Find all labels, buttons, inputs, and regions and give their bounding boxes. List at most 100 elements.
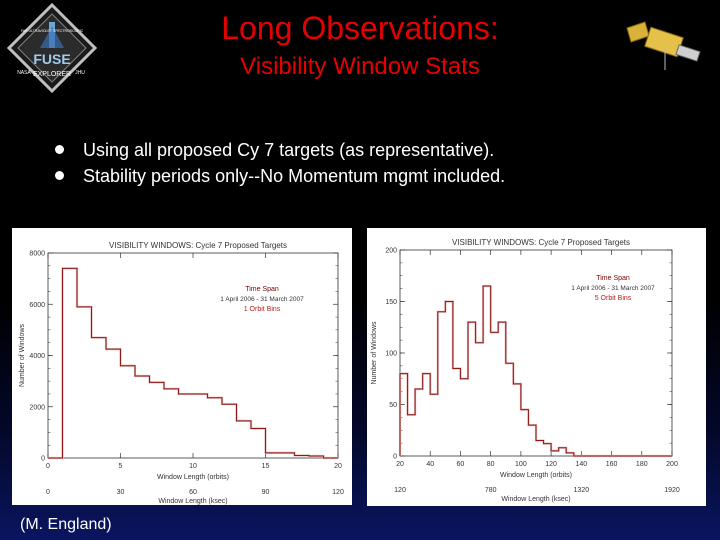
x-tick-label: 10 — [189, 463, 197, 470]
bullet-dot-icon — [55, 171, 64, 180]
histogram-bar — [423, 374, 431, 456]
x-tick-label: 0 — [46, 463, 50, 470]
fuse-logo: FUSE EXPLORER NASA JHU FAR ULTRAVIOLET S… — [2, 2, 102, 98]
x-tick-label: 140 — [575, 461, 587, 468]
y-axis-label: Number of Windows — [19, 323, 26, 387]
x-tick-label: 40 — [426, 461, 434, 468]
histogram-bar — [498, 322, 506, 456]
bullet-text: Using all proposed Cy 7 targets (as repr… — [83, 140, 495, 160]
histogram-bar — [415, 389, 423, 456]
x2-tick-label: 780 — [485, 487, 497, 494]
legend-series-name: 1 Orbit Bins — [244, 306, 281, 313]
histogram-bar — [483, 286, 491, 456]
histogram-bar — [468, 322, 476, 456]
y-tick-label: 2000 — [29, 404, 45, 411]
x-tick-label: 80 — [487, 461, 495, 468]
legend-title: Time Span — [245, 286, 279, 293]
histogram-bar — [251, 429, 266, 458]
logo-ring-text: FAR ULTRAVIOLET SPECTROSCOPIC — [21, 29, 84, 33]
histogram-bar — [536, 441, 544, 456]
y-axis-label: Number of Windows — [371, 321, 378, 385]
y-tick-label: 4000 — [29, 353, 45, 360]
histogram-bar — [544, 444, 552, 456]
x2-tick-label: 1320 — [574, 487, 590, 494]
x-axis-label: Window Length (orbits) — [500, 472, 572, 479]
x2-tick-label: 60 — [189, 489, 197, 496]
bullet-list: Using all proposed Cy 7 targets (as repr… — [55, 137, 675, 189]
legend-series-name: 5 Orbit Bins — [595, 295, 632, 302]
histogram-bar — [559, 448, 567, 456]
chart-title: VISIBILITY WINDOWS: Cycle 7 Proposed Tar… — [452, 238, 630, 247]
legend-range: 1 April 2006 - 31 March 2007 — [571, 285, 655, 292]
x-tick-label: 15 — [262, 463, 270, 470]
logo-explorer-text: EXPLORER — [33, 71, 71, 78]
histogram-bar — [237, 421, 252, 458]
histogram-outline — [48, 267, 338, 459]
x2-tick-label: 30 — [117, 489, 125, 496]
logo-left-text: NASA — [17, 70, 31, 76]
histogram-bar — [400, 374, 408, 456]
x-tick-label: 200 — [666, 461, 678, 468]
x-axis-label: Window Length (orbits) — [157, 474, 229, 481]
bullet-item: Stability periods only--No Momentum mgmt… — [55, 163, 675, 189]
y-tick-label: 150 — [385, 299, 397, 306]
x-tick-label: 20 — [396, 461, 404, 468]
histogram-bar — [106, 349, 121, 458]
x-tick-label: 100 — [515, 461, 527, 468]
histogram-bar — [150, 382, 165, 458]
histogram-bar — [445, 302, 453, 457]
x-tick-label: 5 — [119, 463, 123, 470]
histogram-bar — [506, 363, 514, 456]
histogram-bar — [521, 410, 529, 456]
histogram-bar — [92, 338, 107, 458]
x-tick-label: 60 — [457, 461, 465, 468]
histogram-bar — [491, 332, 499, 456]
histogram-bar — [121, 366, 136, 458]
y-tick-label: 8000 — [29, 251, 45, 258]
x2-axis-label: Window Length (ksec) — [158, 498, 227, 505]
x-tick-label: 20 — [334, 463, 342, 470]
x-tick-label: 180 — [636, 461, 648, 468]
histogram-chart-2: VISIBILITY WINDOWS: Cycle 7 Proposed Tar… — [367, 228, 706, 506]
bullet-dot-icon — [55, 145, 64, 154]
y-tick-label: 50 — [389, 402, 397, 409]
histogram-bar — [513, 384, 521, 456]
histogram-bar — [208, 398, 223, 458]
x2-tick-label: 120 — [394, 487, 406, 494]
x2-tick-label: 90 — [262, 489, 270, 496]
logo-right-text: JHU — [75, 70, 85, 76]
histogram-bar — [63, 268, 78, 458]
histogram-outline — [399, 285, 672, 457]
x2-tick-label: 1920 — [664, 487, 680, 494]
histogram-bar — [438, 312, 446, 456]
legend-range: 1 April 2006 - 31 March 2007 — [220, 296, 304, 303]
bullet-item: Using all proposed Cy 7 targets (as repr… — [55, 137, 675, 163]
bullet-text: Stability periods only--No Momentum mgmt… — [83, 166, 506, 186]
histogram-bar — [453, 368, 461, 456]
histogram-bar — [528, 425, 536, 456]
histogram-chart-1: VISIBILITY WINDOWS: Cycle 7 Proposed Tar… — [12, 228, 352, 505]
satellite-icon — [625, 18, 705, 73]
histogram-bar — [430, 394, 438, 456]
logo-main-text: FUSE — [33, 51, 70, 67]
histogram-bar — [222, 404, 237, 458]
histogram-bar — [164, 389, 179, 458]
x2-tick-label: 120 — [332, 489, 344, 496]
plot-frame — [47, 252, 339, 459]
y-tick-label: 100 — [385, 351, 397, 358]
histogram-bar — [408, 415, 416, 456]
histogram-bar — [193, 394, 208, 458]
y-tick-label: 200 — [385, 248, 397, 255]
histogram-bar — [135, 376, 150, 458]
x2-tick-label: 0 — [46, 489, 50, 496]
page-subtitle: Visibility Window Stats — [240, 53, 480, 80]
histogram-bar — [179, 394, 194, 458]
y-tick-label: 0 — [393, 454, 397, 461]
histogram-bar — [77, 307, 92, 458]
page-title: Long Observations: — [221, 10, 499, 46]
x-tick-label: 160 — [606, 461, 618, 468]
histogram-bar — [476, 343, 484, 456]
chart-title: VISIBILITY WINDOWS: Cycle 7 Proposed Tar… — [109, 241, 287, 250]
histogram-bar — [460, 379, 468, 456]
x-tick-label: 120 — [545, 461, 557, 468]
